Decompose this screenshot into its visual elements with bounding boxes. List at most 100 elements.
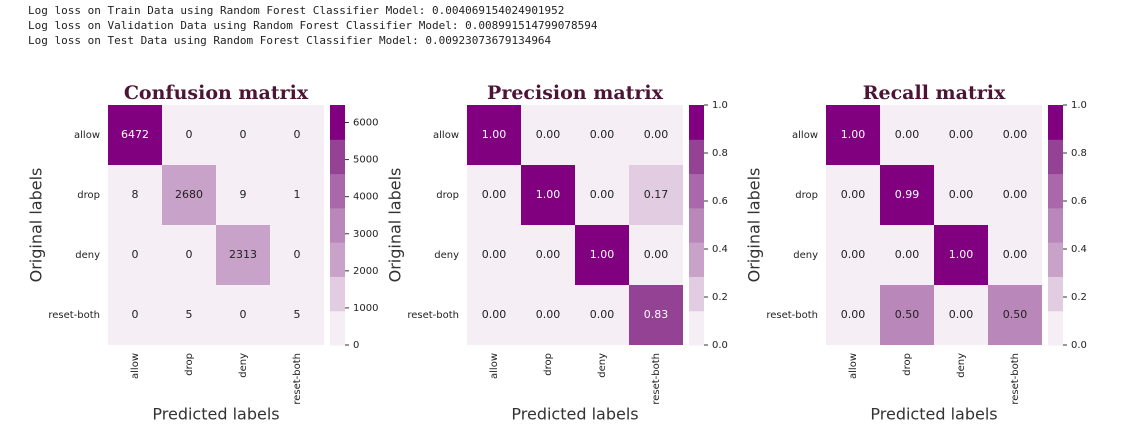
cell-label: 0 [240, 128, 247, 141]
chart-title: Precision matrix [487, 82, 664, 104]
cell-label: 0.00 [841, 248, 866, 261]
cell [467, 285, 521, 345]
cell [826, 105, 880, 165]
cell [216, 105, 270, 165]
colorbar-band [330, 242, 345, 277]
cell [216, 225, 270, 285]
colorbar-tick-label: 1000 [353, 303, 378, 314]
cell-label: 0.00 [949, 128, 974, 141]
x-tick-label: reset-both [292, 353, 303, 405]
cell-label: 0 [186, 248, 193, 261]
cell [988, 105, 1042, 165]
colorbar-band [689, 105, 704, 140]
colorbar-band [689, 242, 704, 277]
cell [826, 285, 880, 345]
cell-label: 2313 [229, 248, 257, 261]
colorbar-tick-label: 0.4 [1071, 244, 1087, 255]
cell-label: 0.00 [590, 188, 615, 201]
cell-label: 0.99 [895, 188, 920, 201]
colorbar-tick-label: 0.2 [1071, 292, 1087, 303]
x-tick-label: drop [543, 353, 554, 376]
y-tick-label: allow [792, 130, 818, 141]
cell [826, 165, 880, 225]
x-tick-label: deny [956, 353, 967, 378]
cell [108, 105, 162, 165]
cell-label: 0.00 [895, 128, 920, 141]
cell-label: 1.00 [482, 128, 507, 141]
x-axis-label: Predicted labels [152, 405, 279, 424]
cell [108, 225, 162, 285]
y-tick-label: reset-both [407, 310, 459, 321]
cell-label: 1.00 [841, 128, 866, 141]
cell [467, 165, 521, 225]
cell [521, 225, 575, 285]
colorbar-tick-label: 0.8 [712, 148, 728, 159]
cell-label: 8 [132, 188, 139, 201]
y-axis-label: Original labels [745, 168, 764, 283]
cell-label: 0.00 [841, 188, 866, 201]
cell [988, 165, 1042, 225]
x-tick-label: deny [238, 353, 249, 378]
cell [934, 105, 988, 165]
cell-label: 5 [186, 308, 193, 321]
cell [270, 285, 324, 345]
chart-title: Confusion matrix [124, 82, 309, 104]
cell-label: 0.00 [482, 248, 507, 261]
colorbar-tick-label: 0 [353, 340, 359, 351]
x-axis-label: Predicted labels [511, 405, 638, 424]
x-tick-label: reset-both [651, 353, 662, 405]
colorbar-tick-label: 5000 [353, 155, 378, 166]
colorbar-band [330, 173, 345, 209]
log-line: Log loss on Train Data using Random Fore… [28, 4, 564, 17]
colorbar-band [1048, 242, 1063, 277]
cell-label: 0 [294, 248, 301, 261]
colorbar-tick-label: 2000 [353, 266, 378, 277]
colorbar-band [330, 207, 345, 243]
colorbar-band [689, 207, 704, 243]
colorbar-tick-label: 0.8 [1071, 148, 1087, 159]
cell-label: 1.00 [949, 248, 974, 261]
cell [270, 225, 324, 285]
cell [988, 285, 1042, 345]
y-tick-label: allow [74, 130, 100, 141]
cell-label: 0.00 [1003, 188, 1028, 201]
cell-label: 0.00 [590, 128, 615, 141]
cell-label: 1 [294, 188, 301, 201]
cell [934, 285, 988, 345]
cell [575, 225, 629, 285]
colorbar-band [330, 276, 345, 312]
colorbar-tick-label: 0.0 [1071, 340, 1087, 351]
log-line: Log loss on Validation Data using Random… [28, 19, 598, 32]
cell-label: 0.00 [841, 308, 866, 321]
cell [575, 285, 629, 345]
cell [575, 105, 629, 165]
cell-label: 0.00 [482, 188, 507, 201]
colorbar-band [1048, 139, 1063, 175]
cell-label: 0.00 [644, 248, 669, 261]
y-tick-label: deny [434, 250, 459, 261]
colorbar-tick-label: 1.0 [712, 100, 728, 111]
y-tick-label: drop [77, 190, 100, 201]
colorbar-band [689, 173, 704, 209]
x-tick-label: allow [848, 353, 859, 379]
colorbar-band [1048, 276, 1063, 312]
colorbar-band [1048, 310, 1063, 346]
cell-label: 0 [240, 308, 247, 321]
cell [521, 165, 575, 225]
cell [880, 165, 934, 225]
colorbar-band [1048, 207, 1063, 243]
cell [988, 225, 1042, 285]
x-tick-label: allow [130, 353, 141, 379]
cell-label: 1.00 [590, 248, 615, 261]
y-tick-label: reset-both [48, 310, 100, 321]
cell [629, 285, 683, 345]
colorbar-tick-label: 0.0 [712, 340, 728, 351]
cell-label: 0 [132, 248, 139, 261]
cell-label: 6472 [121, 128, 149, 141]
colorbar-band [1048, 173, 1063, 209]
cell-label: 1.00 [536, 188, 561, 201]
chart-title: Recall matrix [863, 82, 1006, 104]
cell-label: 0.00 [1003, 128, 1028, 141]
